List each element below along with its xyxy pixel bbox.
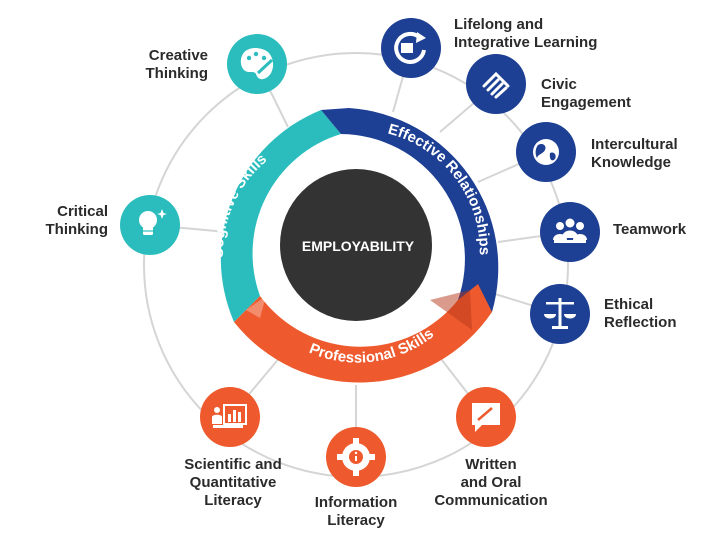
bar-chart-icon <box>212 404 247 428</box>
people-icon <box>553 218 587 243</box>
employability-hub <box>280 169 432 321</box>
effective-relationships-segment <box>321 108 499 312</box>
node-scientific-quantitative-literacy <box>200 387 260 447</box>
node-civic-engagement <box>466 54 526 114</box>
label-critical-thinking: Critical Thinking <box>45 203 109 238</box>
label-information-literacy: Information Literacy <box>314 494 398 529</box>
label-scientific-quantitative-literacy: Scientific and Quantitative Literacy <box>184 456 282 509</box>
refresh-icon <box>394 31 426 64</box>
node-creative-thinking <box>227 34 287 94</box>
info-gear-icon <box>337 438 375 476</box>
scales-icon <box>544 298 576 329</box>
handshake-icon <box>482 71 510 99</box>
professional-chevron-shade <box>430 290 472 330</box>
node-teamwork <box>540 202 600 262</box>
node-intercultural-knowledge <box>516 122 576 182</box>
node-information-literacy <box>326 427 386 487</box>
palette-icon <box>240 48 274 80</box>
employability-label: EMPLOYABILITY <box>302 238 415 254</box>
label-lifelong-learning: Lifelong and Integrative Learning <box>454 16 598 51</box>
lightbulb-icon <box>139 209 167 235</box>
label-creative-thinking: Creative Thinking <box>145 47 209 82</box>
label-intercultural-knowledge: Intercultural Knowledge <box>591 136 678 171</box>
label-ethical-reflection: Ethical Reflection <box>604 296 677 331</box>
globe-icon <box>533 139 559 165</box>
professional-skills-segment <box>234 284 492 383</box>
node-lifelong-learning <box>381 18 441 78</box>
label-teamwork: Teamwork <box>613 221 687 238</box>
cognitive-skills-segment <box>220 110 341 322</box>
label-written-oral-communication: Written and Oral Communication <box>434 456 548 509</box>
node-written-oral-communication <box>456 387 516 447</box>
node-ethical-reflection <box>530 284 590 344</box>
cognitive-chevron-shade <box>246 296 266 318</box>
label-civic-engagement: Civic Engagement <box>541 76 632 111</box>
speech-pen-icon <box>472 403 500 432</box>
node-critical-thinking <box>120 195 180 255</box>
